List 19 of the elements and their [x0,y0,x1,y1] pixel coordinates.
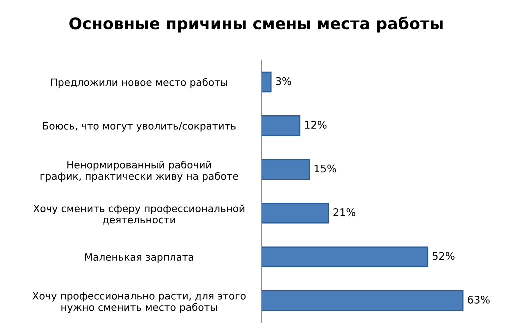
y-tick-label: Хочу профессионально расти, для этого нужно сменить место работы [32,292,246,314]
data-label: 52% [432,252,455,260]
bar [262,246,429,268]
y-tick-label: Хочу сменить сферу профессиональной деятельности [34,204,245,225]
y-tick-label: Боюсь, что могут уволить/сократить [43,122,236,132]
data-label: 15% [314,164,336,173]
bar [262,159,310,180]
y-tick-label: Ненормированный рабочий график, практически живу на работе [40,160,238,182]
bar [262,290,464,312]
bar [262,116,301,136]
data-label: 12% [305,121,327,129]
y-tick-label: Предложили новое место работы [51,78,228,88]
data-label: 63% [468,296,490,304]
y-tick-label: Маленькая зарплата [85,254,194,263]
bar [262,202,330,224]
data-label: 3% [276,77,292,86]
bar [262,72,272,93]
chart-title: Основные причины смены места работы [70,16,443,33]
data-label: 21% [334,208,356,216]
